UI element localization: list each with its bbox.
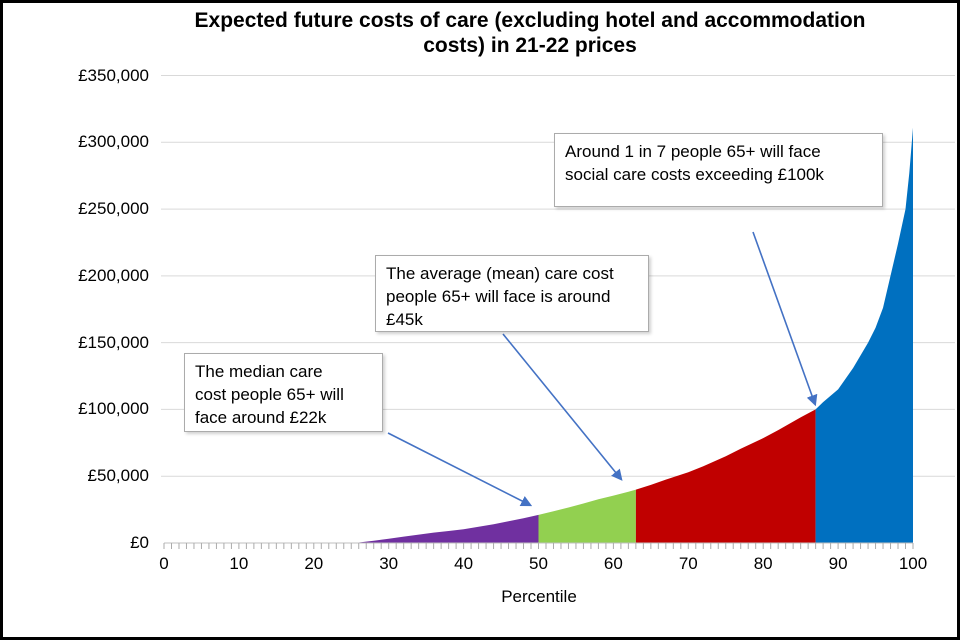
y-tick-label: £100,000 [78,399,149,419]
y-tick-label: £200,000 [78,265,149,285]
callout-text-line: face around £22k [195,408,327,427]
area-segment-mean-to-100k [635,409,816,543]
x-tick-label: 70 [678,554,698,573]
y-tick-label: £150,000 [78,332,149,352]
x-tick-label: 80 [753,554,773,573]
area-segment-exceeding-100k [815,127,913,543]
x-tick-label: 40 [454,554,474,573]
x-tick-label: 20 [304,554,324,573]
chart-title: Expected future costs of care (excluding… [99,8,957,58]
x-axis-title: Percentile [501,587,577,606]
callout-median-care-cost: The median care cost people 65+ will face … [184,353,383,432]
chart-title-line-2: costs) in 21-22 prices [423,34,637,57]
plot-area [161,75,955,549]
callout-text-line: £45k [386,310,423,329]
annotation-arrow-median [387,432,533,507]
callout-text-line: The median care [195,362,323,381]
area-segment-median-to-mean [538,489,636,543]
x-tick-label: 0 [159,554,169,573]
callout-mean-care-cost: The average (mean) care cost people 65+ w… [375,255,649,332]
area-segment-below-median [164,514,539,543]
y-tick-label: £250,000 [78,199,149,219]
y-tick-label: £300,000 [78,132,149,152]
callout-text-line: cost people 65+ will [195,385,344,404]
y-tick-label: £0 [130,533,149,552]
callout-text-line: The average (mean) care cost [386,264,614,283]
x-tick-label: 60 [603,554,623,573]
callout-text-line: people 65+ will face is around [386,287,611,306]
x-tick-label: 50 [529,554,548,573]
callout-one-in-seven: Around 1 in 7 people 65+ will face social… [554,133,883,207]
x-tick-label: 10 [229,554,249,573]
annotation-arrow-one-in-seven [752,231,818,407]
callout-text-line: Around 1 in 7 people 65+ will face [565,142,821,161]
x-tick-label: 30 [379,554,399,573]
y-tick-label: £350,000 [78,65,149,85]
annotation-arrow-mean [502,333,623,481]
chart-title-line-1: Expected future costs of care (excluding… [194,9,866,32]
callout-text-line: social care costs exceeding £100k [565,165,824,184]
x-tick-label: 100 [898,554,928,573]
x-tick-label: 90 [828,554,848,573]
y-tick-label: £50,000 [87,466,149,486]
